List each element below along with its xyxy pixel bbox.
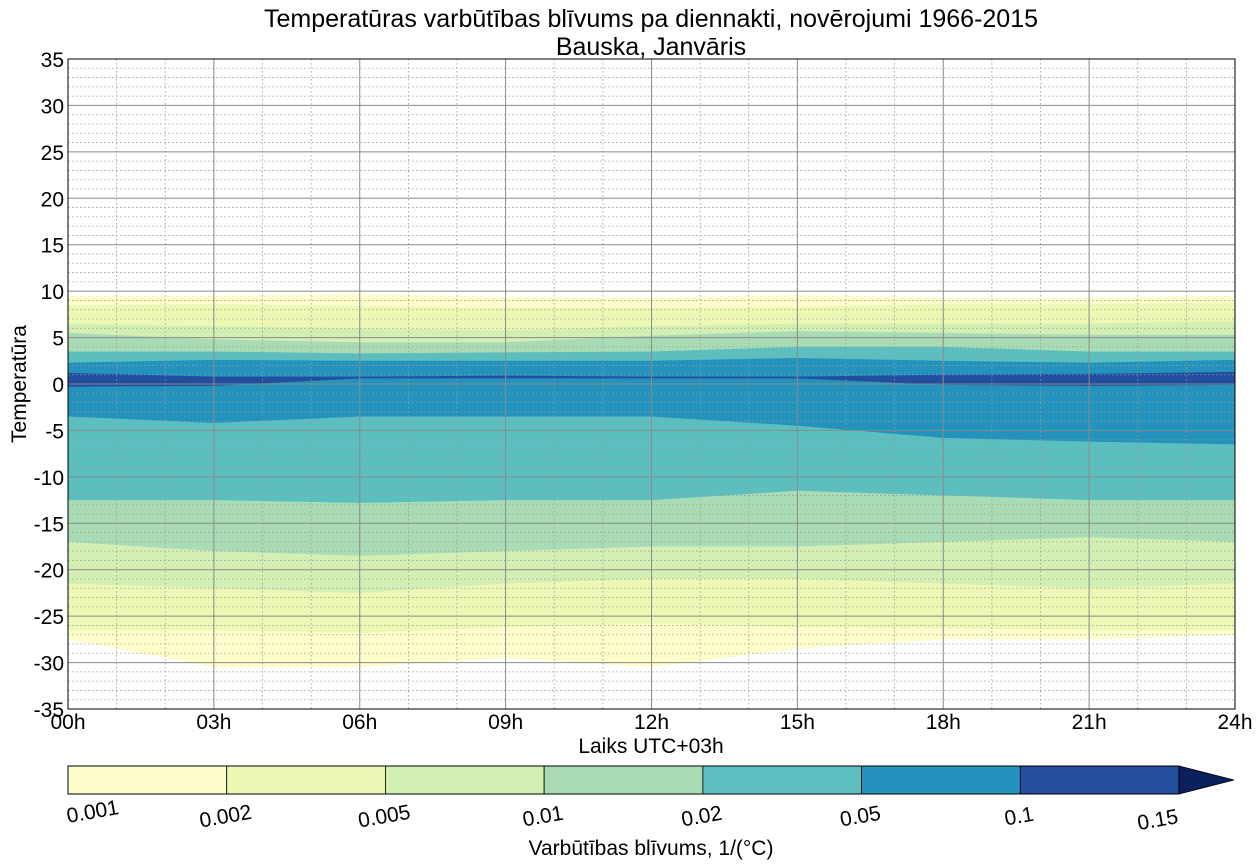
x-tick-label: 00h [50, 711, 85, 734]
y-tick-label: -5 [45, 420, 64, 443]
chart-title: Temperatūras varbūtības blīvums pa dienn… [264, 5, 1038, 33]
colorbar-label: Varbūtības blīvums, 1/(°C) [529, 837, 774, 860]
y-tick-label: -25 [34, 606, 64, 629]
x-tick-label: 03h [196, 711, 231, 734]
x-tick-label: 12h [634, 711, 669, 734]
colorbar-segment [67, 765, 228, 795]
colorbar-tick-label: 0.05 [838, 802, 882, 832]
y-tick-label: 5 [52, 328, 64, 351]
colorbar-tick-label: 0.002 [198, 801, 254, 833]
y-tick-label: -35 [34, 699, 64, 722]
y-tick-label: -30 [34, 653, 64, 676]
colorbar-tick-labels: 0.001 0.002 0.005 0.01 0.02 0.05 0.1 0.15 [65, 796, 1180, 835]
colorbar-tick-label: 0.001 [65, 796, 121, 828]
x-axis-ticks: 00h 03h 06h 09h 12h 15h 18h 21h 24h [50, 711, 1252, 734]
colorbar-tick-label: 0.1 [1003, 803, 1036, 831]
colorbar-segment [702, 765, 862, 795]
y-tick-label: 15 [41, 235, 64, 258]
y-tick-label: 20 [41, 188, 64, 211]
x-tick-label: 18h [926, 711, 961, 734]
y-axis-label: Temperatūra [8, 325, 31, 443]
colorbar-segment [385, 765, 545, 795]
x-tick-label: 15h [780, 711, 815, 734]
colorbar-segment [543, 765, 704, 795]
colorbar-frame [67, 765, 1180, 795]
colorbar-segment [861, 765, 1021, 795]
x-tick-label: 09h [488, 711, 523, 734]
colorbar-tick-label: 0.01 [521, 802, 565, 832]
colorbar-tick-label: 0.02 [680, 802, 724, 832]
y-axis-ticks: 35 30 25 20 15 10 5 0 -5 -10 -15 -20 -25 -30 -35 [34, 49, 64, 722]
y-tick-label: 35 [41, 49, 64, 72]
x-tick-label: 24h [1217, 711, 1252, 734]
grid-lines [67, 58, 1236, 710]
colorbar-extend-arrow [1178, 765, 1235, 795]
y-tick-label: -20 [34, 560, 64, 583]
x-axis-label: Laiks UTC+03h [578, 735, 723, 758]
x-tick-label: 06h [342, 711, 377, 734]
colorbar-segment [1019, 765, 1180, 795]
y-tick-label: -10 [34, 467, 64, 490]
colorbar [67, 765, 1235, 795]
plot-area [67, 58, 1236, 710]
y-tick-label: 25 [41, 142, 64, 165]
colorbar-tick-label: 0.15 [1136, 805, 1180, 835]
y-tick-label: -15 [34, 513, 64, 536]
chart-subtitle: Bauska, Janvāris [556, 33, 746, 61]
y-tick-label: 30 [41, 95, 64, 118]
x-tick-label: 21h [1072, 711, 1107, 734]
y-tick-label: 10 [41, 281, 64, 304]
colorbar-tick-label: 0.005 [356, 801, 412, 833]
colorbar-segment [226, 765, 386, 795]
plot-frame [67, 58, 1236, 710]
y-tick-label: 0 [52, 374, 64, 397]
